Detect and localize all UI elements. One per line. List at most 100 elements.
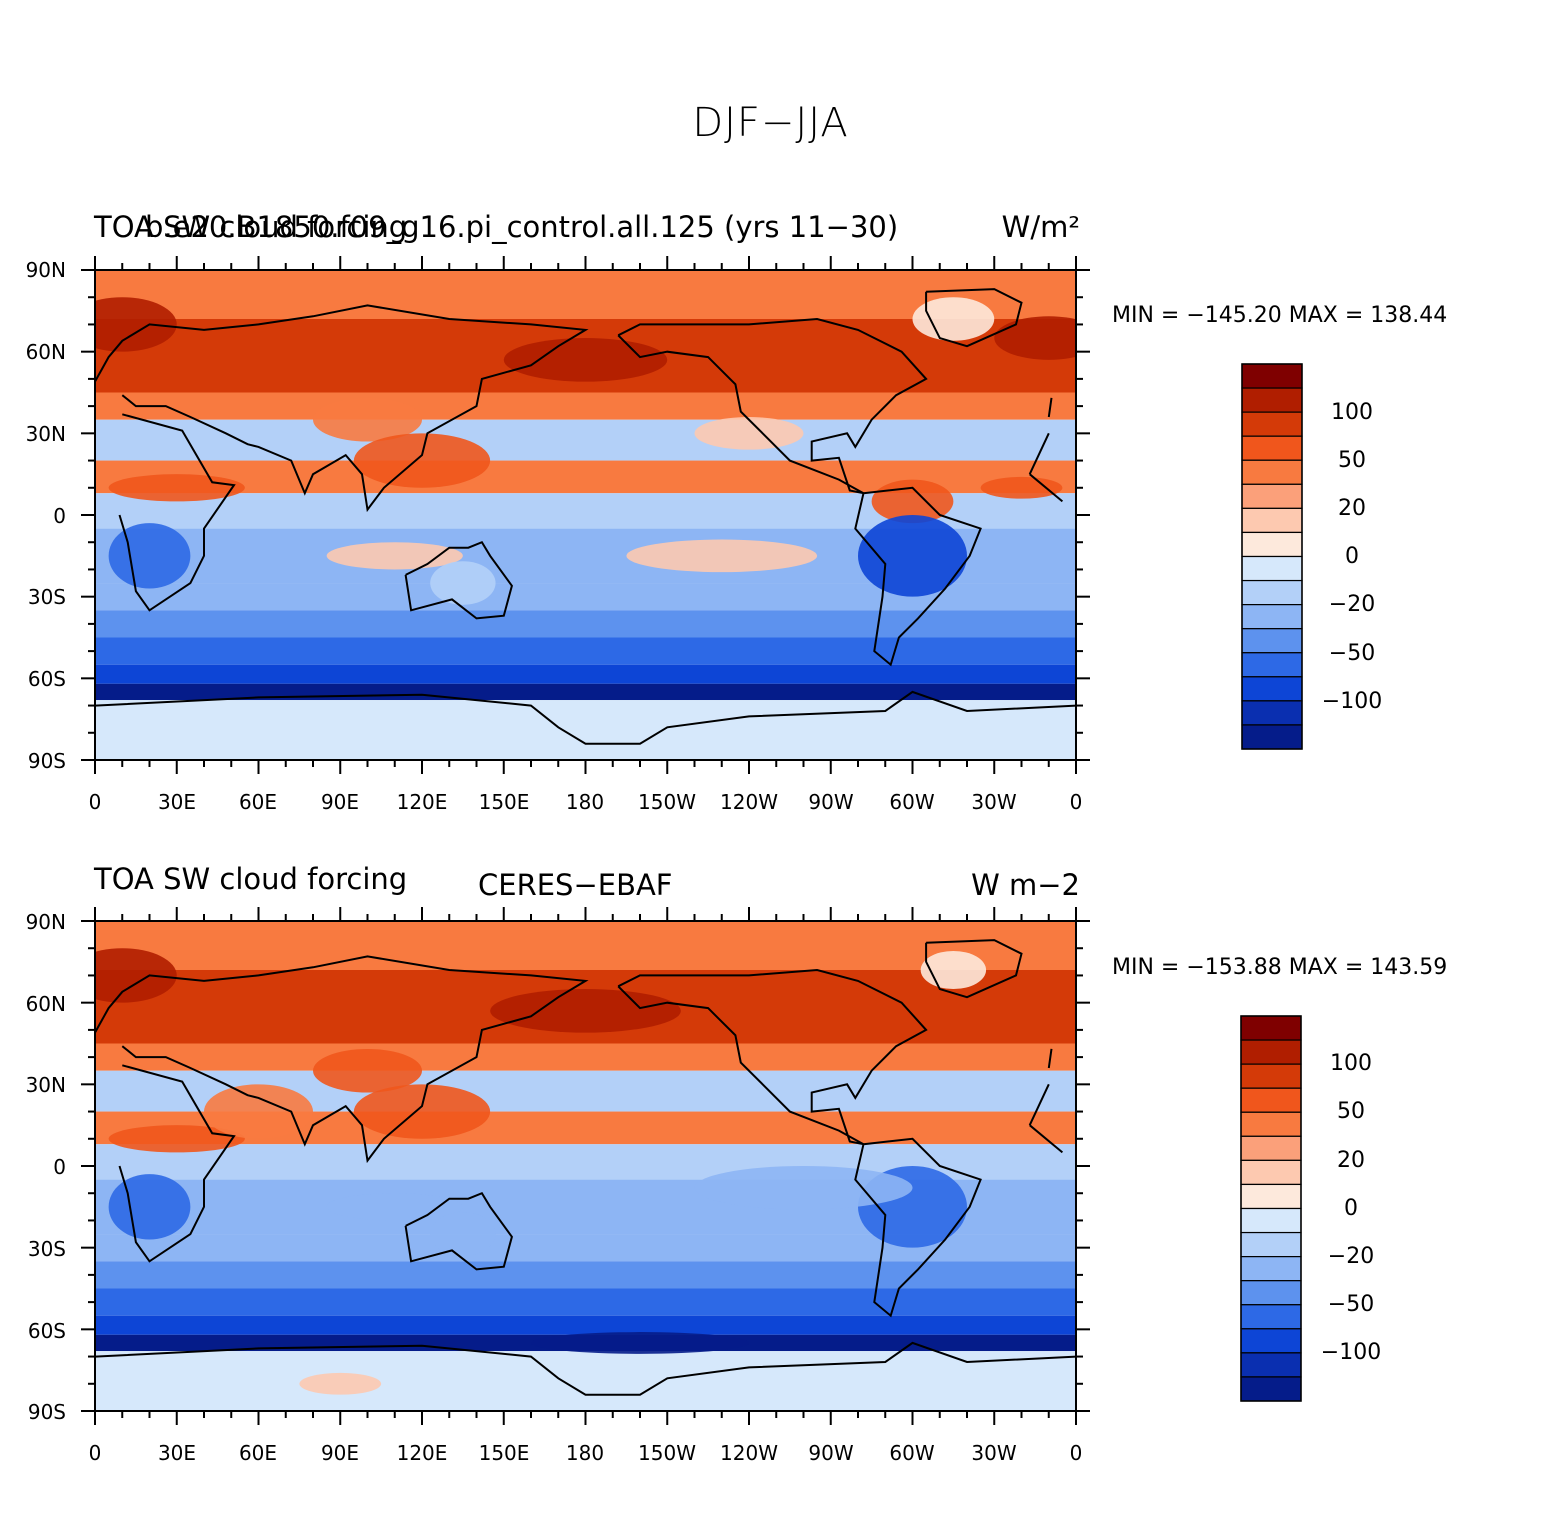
y-tick-label: 90S bbox=[27, 1400, 66, 1424]
colorbar-swatch bbox=[1240, 1135, 1302, 1161]
x-tick-label: 90W bbox=[808, 1441, 854, 1465]
contour-region bbox=[108, 523, 191, 589]
y-tick-label: 60S bbox=[27, 1319, 66, 1343]
contour-band bbox=[95, 270, 1076, 319]
colorbar-swatch bbox=[1240, 1280, 1302, 1306]
colorbar-swatch bbox=[1240, 1087, 1302, 1113]
contour-band bbox=[95, 664, 1076, 684]
coastline-antarctica bbox=[95, 690, 1076, 745]
x-tick-label: 120E bbox=[396, 1441, 448, 1465]
panel2-center-title: CERES−EBAF bbox=[478, 868, 673, 902]
contour-region bbox=[326, 542, 463, 570]
contour-region bbox=[299, 1372, 382, 1395]
colorbar-2 bbox=[1240, 1015, 1302, 1402]
colorbar-label: 50 bbox=[1337, 1099, 1365, 1124]
colorbar-label: −50 bbox=[1327, 1292, 1375, 1317]
x-tick-label: 0 bbox=[1069, 790, 1083, 814]
x-tick-label: 180 bbox=[565, 790, 605, 814]
contour-region bbox=[912, 297, 995, 341]
contour-band bbox=[95, 1261, 1076, 1289]
colorbar-swatch bbox=[1241, 483, 1303, 509]
x-tick-label: 180 bbox=[565, 1441, 605, 1465]
panel1-minmax: MIN = −145.20 MAX = 138.44 bbox=[1112, 303, 1448, 328]
colorbar-swatch bbox=[1241, 531, 1303, 558]
colorbar-label: 100 bbox=[1331, 400, 1373, 425]
colorbar-label: −20 bbox=[1327, 1244, 1375, 1269]
contour-band bbox=[95, 1288, 1076, 1316]
coastline-africa bbox=[118, 1064, 1064, 1263]
colorbar-label: −50 bbox=[1328, 641, 1376, 666]
coastline-australia bbox=[404, 540, 513, 620]
colorbar-swatch bbox=[1241, 387, 1303, 413]
coastline-north-america bbox=[617, 968, 928, 1146]
x-tick-label: 90W bbox=[808, 790, 854, 814]
contour-band bbox=[95, 1315, 1076, 1335]
x-tick-label: 150W bbox=[638, 790, 696, 814]
contour-band bbox=[95, 392, 1076, 420]
contour-region bbox=[858, 515, 967, 597]
contour-region bbox=[95, 297, 177, 352]
colorbar-swatch bbox=[1241, 604, 1303, 630]
coastline-greenland bbox=[925, 288, 1023, 348]
colorbar-swatch bbox=[1240, 1039, 1302, 1065]
x-tick-label: 120W bbox=[720, 790, 778, 814]
contour-region bbox=[108, 1174, 191, 1240]
contour-region bbox=[994, 316, 1076, 360]
x-tick-label: 150E bbox=[478, 790, 530, 814]
colorbar-label: −100 bbox=[1320, 1340, 1382, 1365]
coastline-south-america bbox=[854, 486, 982, 667]
figure-title: DJF−JJA bbox=[692, 100, 849, 146]
coastline-australia bbox=[404, 1191, 513, 1271]
colorbar-swatch bbox=[1240, 1207, 1302, 1234]
y-tick-label: 30S bbox=[27, 585, 66, 609]
x-tick-label: 0 bbox=[1069, 1441, 1083, 1465]
panel2-left-title: TOA SW cloud forcing bbox=[94, 862, 408, 896]
panel1-center-title: b.e20.B1850.f09_g16.pi_control.all.125 (… bbox=[145, 210, 899, 244]
contour-region bbox=[95, 948, 177, 1003]
colorbar-swatch bbox=[1241, 579, 1303, 606]
colorbar-swatch bbox=[1240, 1183, 1302, 1210]
contour-region bbox=[353, 1084, 491, 1139]
colorbar-swatch bbox=[1241, 652, 1303, 678]
x-tick-label: 30E bbox=[157, 1441, 197, 1465]
x-tick-label: 60E bbox=[238, 790, 278, 814]
contour-region bbox=[353, 433, 491, 488]
colorbar-swatch bbox=[1240, 1015, 1302, 1041]
colorbar-label: 50 bbox=[1338, 448, 1366, 473]
panel2-units: W m−2 bbox=[971, 868, 1080, 902]
x-tick-label: 30W bbox=[971, 790, 1017, 814]
coastline-south-america bbox=[854, 1137, 982, 1318]
colorbar-swatch bbox=[1241, 700, 1303, 726]
y-tick-label: 0 bbox=[53, 1155, 66, 1179]
colorbar-label: −100 bbox=[1321, 689, 1383, 714]
contour-band bbox=[95, 1043, 1076, 1071]
contour-region bbox=[430, 1212, 496, 1256]
colorbar-swatch bbox=[1240, 1352, 1302, 1378]
colorbar-swatch bbox=[1240, 1328, 1302, 1354]
contour-band bbox=[95, 921, 1076, 970]
colorbar-frame bbox=[1241, 363, 1303, 750]
x-tick-label: 90E bbox=[320, 1441, 360, 1465]
contour-band bbox=[95, 419, 1076, 461]
contour-region bbox=[920, 950, 987, 990]
x-tick-label: 60W bbox=[889, 1441, 935, 1465]
contour-band bbox=[95, 610, 1076, 638]
colorbar-swatch bbox=[1241, 628, 1303, 654]
colorbar-label: −20 bbox=[1328, 592, 1376, 617]
coastline-europe-asia bbox=[95, 304, 1053, 513]
colorbar-label: 0 bbox=[1344, 1196, 1358, 1221]
colorbar-swatch bbox=[1240, 1111, 1302, 1137]
colorbar-frame bbox=[1240, 1015, 1302, 1402]
x-tick-label: 0 bbox=[88, 790, 102, 814]
y-tick-label: 60N bbox=[25, 340, 66, 364]
contour-region bbox=[626, 539, 818, 573]
y-tick-label: 0 bbox=[53, 504, 66, 528]
colorbar-label: 100 bbox=[1330, 1051, 1372, 1076]
x-tick-label: 150E bbox=[478, 1441, 530, 1465]
map-panel-2 bbox=[81, 907, 1090, 1425]
contour-region bbox=[313, 397, 422, 442]
contour-band bbox=[95, 700, 1076, 760]
contour-region bbox=[694, 417, 804, 450]
coastline-antarctica bbox=[95, 1341, 1076, 1396]
